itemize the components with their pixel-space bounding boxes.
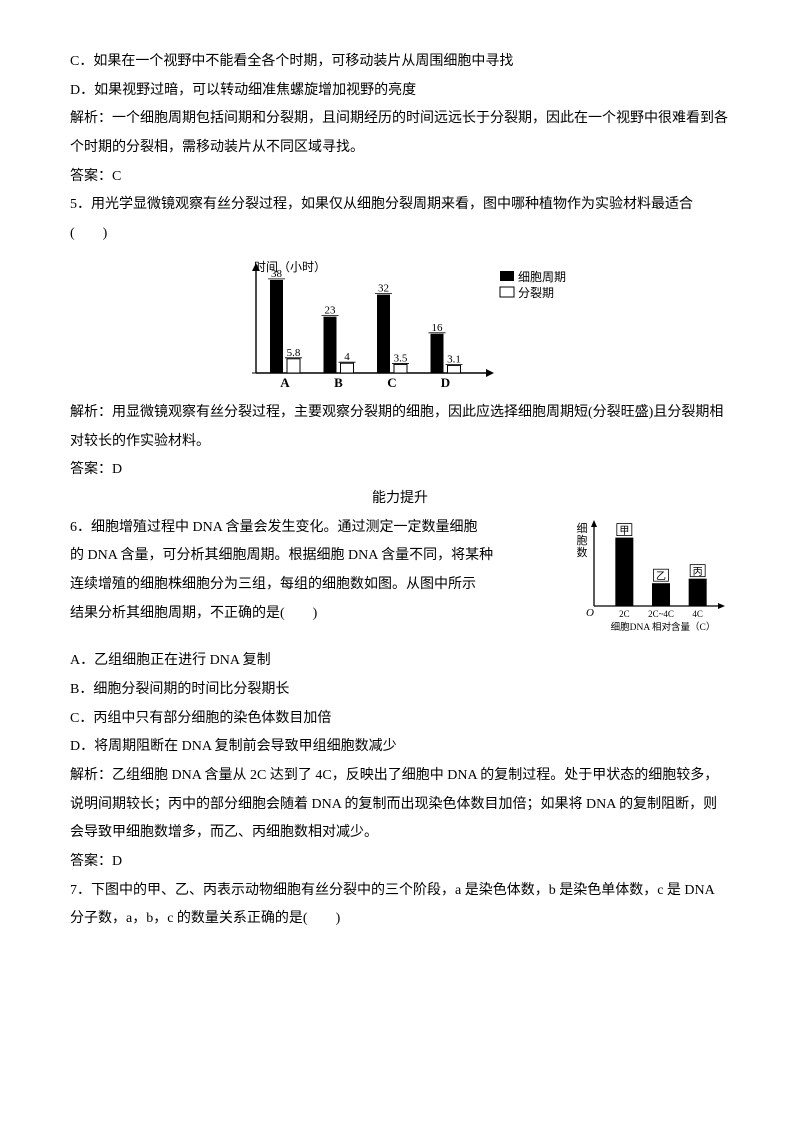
svg-text:细: 细	[577, 522, 588, 535]
q4-analysis: 解析：一个细胞周期包括间期和分裂期，且间期经历的时间远远长于分裂期，因此在一个视…	[70, 105, 730, 162]
q5-analysis: 解析：用显微镜观察有丝分裂过程，主要观察分裂期的细胞，因此应选择细胞周期短(分裂…	[70, 399, 730, 456]
svg-text:细胞周期: 细胞周期	[518, 270, 566, 284]
svg-text:A: A	[280, 375, 290, 390]
svg-text:38: 38	[271, 268, 283, 280]
q6-stem-1: 6．细胞增殖过程中 DNA 含量会发生变化。通过测定一定数量细胞	[70, 514, 560, 543]
svg-text:32: 32	[378, 282, 389, 294]
q6-chart-svg: 细胞数 O 甲 2C 乙 2C~4C 丙 4C 细胞DNA 相对含量（C）	[570, 518, 730, 636]
q5-stem: 5．用光学显微镜观察有丝分裂过程，如果仅从细胞分裂周期来看，图中哪种植物作为实验…	[70, 191, 730, 248]
svg-text:2C~4C: 2C~4C	[648, 609, 674, 619]
q6-option-a: A．乙组细胞正在进行 DNA 复制	[70, 647, 730, 676]
svg-text:胞: 胞	[577, 534, 588, 547]
section-title: 能力提升	[70, 485, 730, 514]
q6-option-b: B．细胞分裂间期的时间比分裂期长	[70, 676, 730, 705]
q6-stem-2: 的 DNA 含量，可分析其细胞周期。根据细胞 DNA 含量不同，将某种	[70, 542, 560, 571]
q4-option-d: D．如果视野过暗，可以转动细准焦螺旋增加视野的亮度	[70, 77, 730, 106]
svg-text:O: O	[586, 607, 594, 619]
svg-text:分裂期: 分裂期	[518, 286, 554, 300]
svg-text:时间（小时）: 时间（小时）	[254, 260, 326, 274]
q6-option-d: D．将周期阻断在 DNA 复制前会导致甲组细胞数减少	[70, 733, 730, 762]
svg-text:数: 数	[577, 546, 588, 559]
svg-text:B: B	[334, 375, 343, 390]
svg-text:23: 23	[325, 304, 337, 316]
q6-stem-3: 连续增殖的细胞株细胞分为三组，每组的细胞数如图。从图中所示	[70, 571, 560, 600]
svg-text:丙: 丙	[693, 567, 703, 578]
svg-text:3.5: 3.5	[394, 352, 408, 364]
q4-answer: 答案：C	[70, 163, 730, 192]
q6-option-c: C．丙组中只有部分细胞的染色体数目加倍	[70, 705, 730, 734]
svg-text:16: 16	[432, 322, 444, 334]
q5-chart-svg: 时间（小时）38 5.8 A 23 4B 32 3.5 C 16 3.1 D 细胞周期分裂期	[200, 255, 600, 395]
svg-text:乙: 乙	[656, 570, 666, 582]
q5-answer: 答案：D	[70, 456, 730, 485]
svg-text:4: 4	[344, 351, 350, 363]
svg-text:D: D	[441, 375, 450, 390]
q6-answer: 答案：D	[70, 848, 730, 877]
svg-text:5.8: 5.8	[287, 347, 301, 359]
svg-text:2C: 2C	[619, 609, 630, 619]
svg-text:甲: 甲	[619, 526, 629, 537]
svg-text:C: C	[387, 375, 396, 390]
q5-chart: 时间（小时）38 5.8 A 23 4B 32 3.5 C 16 3.1 D 细胞周期分裂期	[70, 255, 730, 395]
svg-text:细胞DNA 相对含量（C）: 细胞DNA 相对含量（C）	[611, 621, 716, 633]
q6-stem-4: 结果分析其细胞周期，不正确的是( )	[70, 600, 560, 629]
q6-analysis: 解析：乙组细胞 DNA 含量从 2C 达到了 4C，反映出了细胞中 DNA 的复…	[70, 762, 730, 848]
q4-option-c: C．如果在一个视野中不能看全各个时期，可移动装片从周围细胞中寻找	[70, 48, 730, 77]
q7-stem: 7．下图中的甲、乙、丙表示动物细胞有丝分裂中的三个阶段，a 是染色体数，b 是染…	[70, 877, 730, 934]
svg-text:3.1: 3.1	[447, 353, 461, 365]
svg-text:4C: 4C	[692, 609, 703, 619]
q6-row: 6．细胞增殖过程中 DNA 含量会发生变化。通过测定一定数量细胞 的 DNA 含…	[70, 514, 730, 648]
